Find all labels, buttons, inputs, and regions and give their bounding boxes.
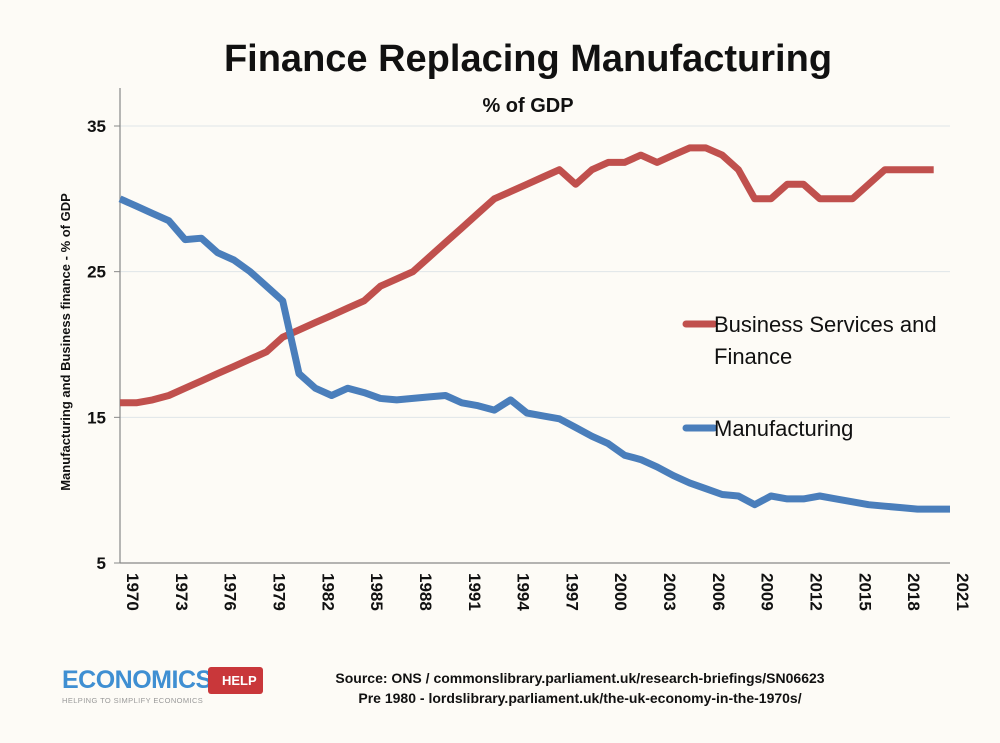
source-note: Source: ONS / commonslibrary.parliament.… bbox=[300, 668, 860, 708]
x-tick-label: 1982 bbox=[318, 573, 337, 611]
x-tick-label: 1970 bbox=[123, 573, 142, 611]
x-tick-label: 1997 bbox=[562, 573, 581, 611]
x-tick-label: 1976 bbox=[221, 573, 240, 611]
x-tick-label: 2006 bbox=[709, 573, 728, 611]
legend-label: Business Services and Finance bbox=[714, 312, 937, 369]
chart-title: Finance Replacing Manufacturing bbox=[223, 38, 833, 80]
legend-label: Manufacturing bbox=[714, 416, 853, 441]
source-line-1: Source: ONS / commonslibrary.parliament.… bbox=[335, 670, 825, 686]
y-tick-label: 5 bbox=[97, 554, 106, 573]
x-tick-label: 1985 bbox=[367, 573, 386, 611]
x-tick-label: 2003 bbox=[660, 573, 679, 611]
x-tick-label: 2000 bbox=[611, 573, 630, 611]
source-line-2: Pre 1980 - lordslibrary.parliament.uk/th… bbox=[358, 690, 802, 706]
chart-subtitle: % of GDP bbox=[482, 95, 574, 117]
x-tick-label: 2012 bbox=[807, 573, 826, 611]
x-tick-label: 2015 bbox=[855, 573, 874, 611]
y-axis-label: Manufacturing and Business finance - % o… bbox=[58, 193, 73, 491]
series-line-business-services-and-finance bbox=[120, 144, 934, 407]
series-line-manufacturing bbox=[118, 195, 950, 513]
x-tick-label: 1973 bbox=[172, 573, 191, 611]
x-tick-label: 2021 bbox=[953, 573, 972, 611]
y-tick-label: 25 bbox=[87, 263, 106, 282]
y-tick-label: 15 bbox=[87, 408, 106, 427]
economics-help-logo: ECONOMICS HELP HELPING TO SIMPLIFY ECONO… bbox=[62, 664, 263, 709]
x-tick-label: 1994 bbox=[514, 573, 533, 611]
x-tick-label: 1991 bbox=[465, 573, 484, 611]
logo-tagline: HELPING TO SIMPLIFY ECONOMICS bbox=[62, 696, 204, 705]
x-tick-label: 1988 bbox=[416, 573, 435, 611]
y-tick-label: 35 bbox=[87, 117, 106, 136]
logo-badge: HELP bbox=[208, 667, 263, 694]
logo-word: ECONOMICS bbox=[62, 666, 212, 694]
x-tick-label: 1979 bbox=[269, 573, 288, 611]
x-tick-label: 2009 bbox=[758, 573, 777, 611]
x-tick-label: 2018 bbox=[904, 573, 923, 611]
